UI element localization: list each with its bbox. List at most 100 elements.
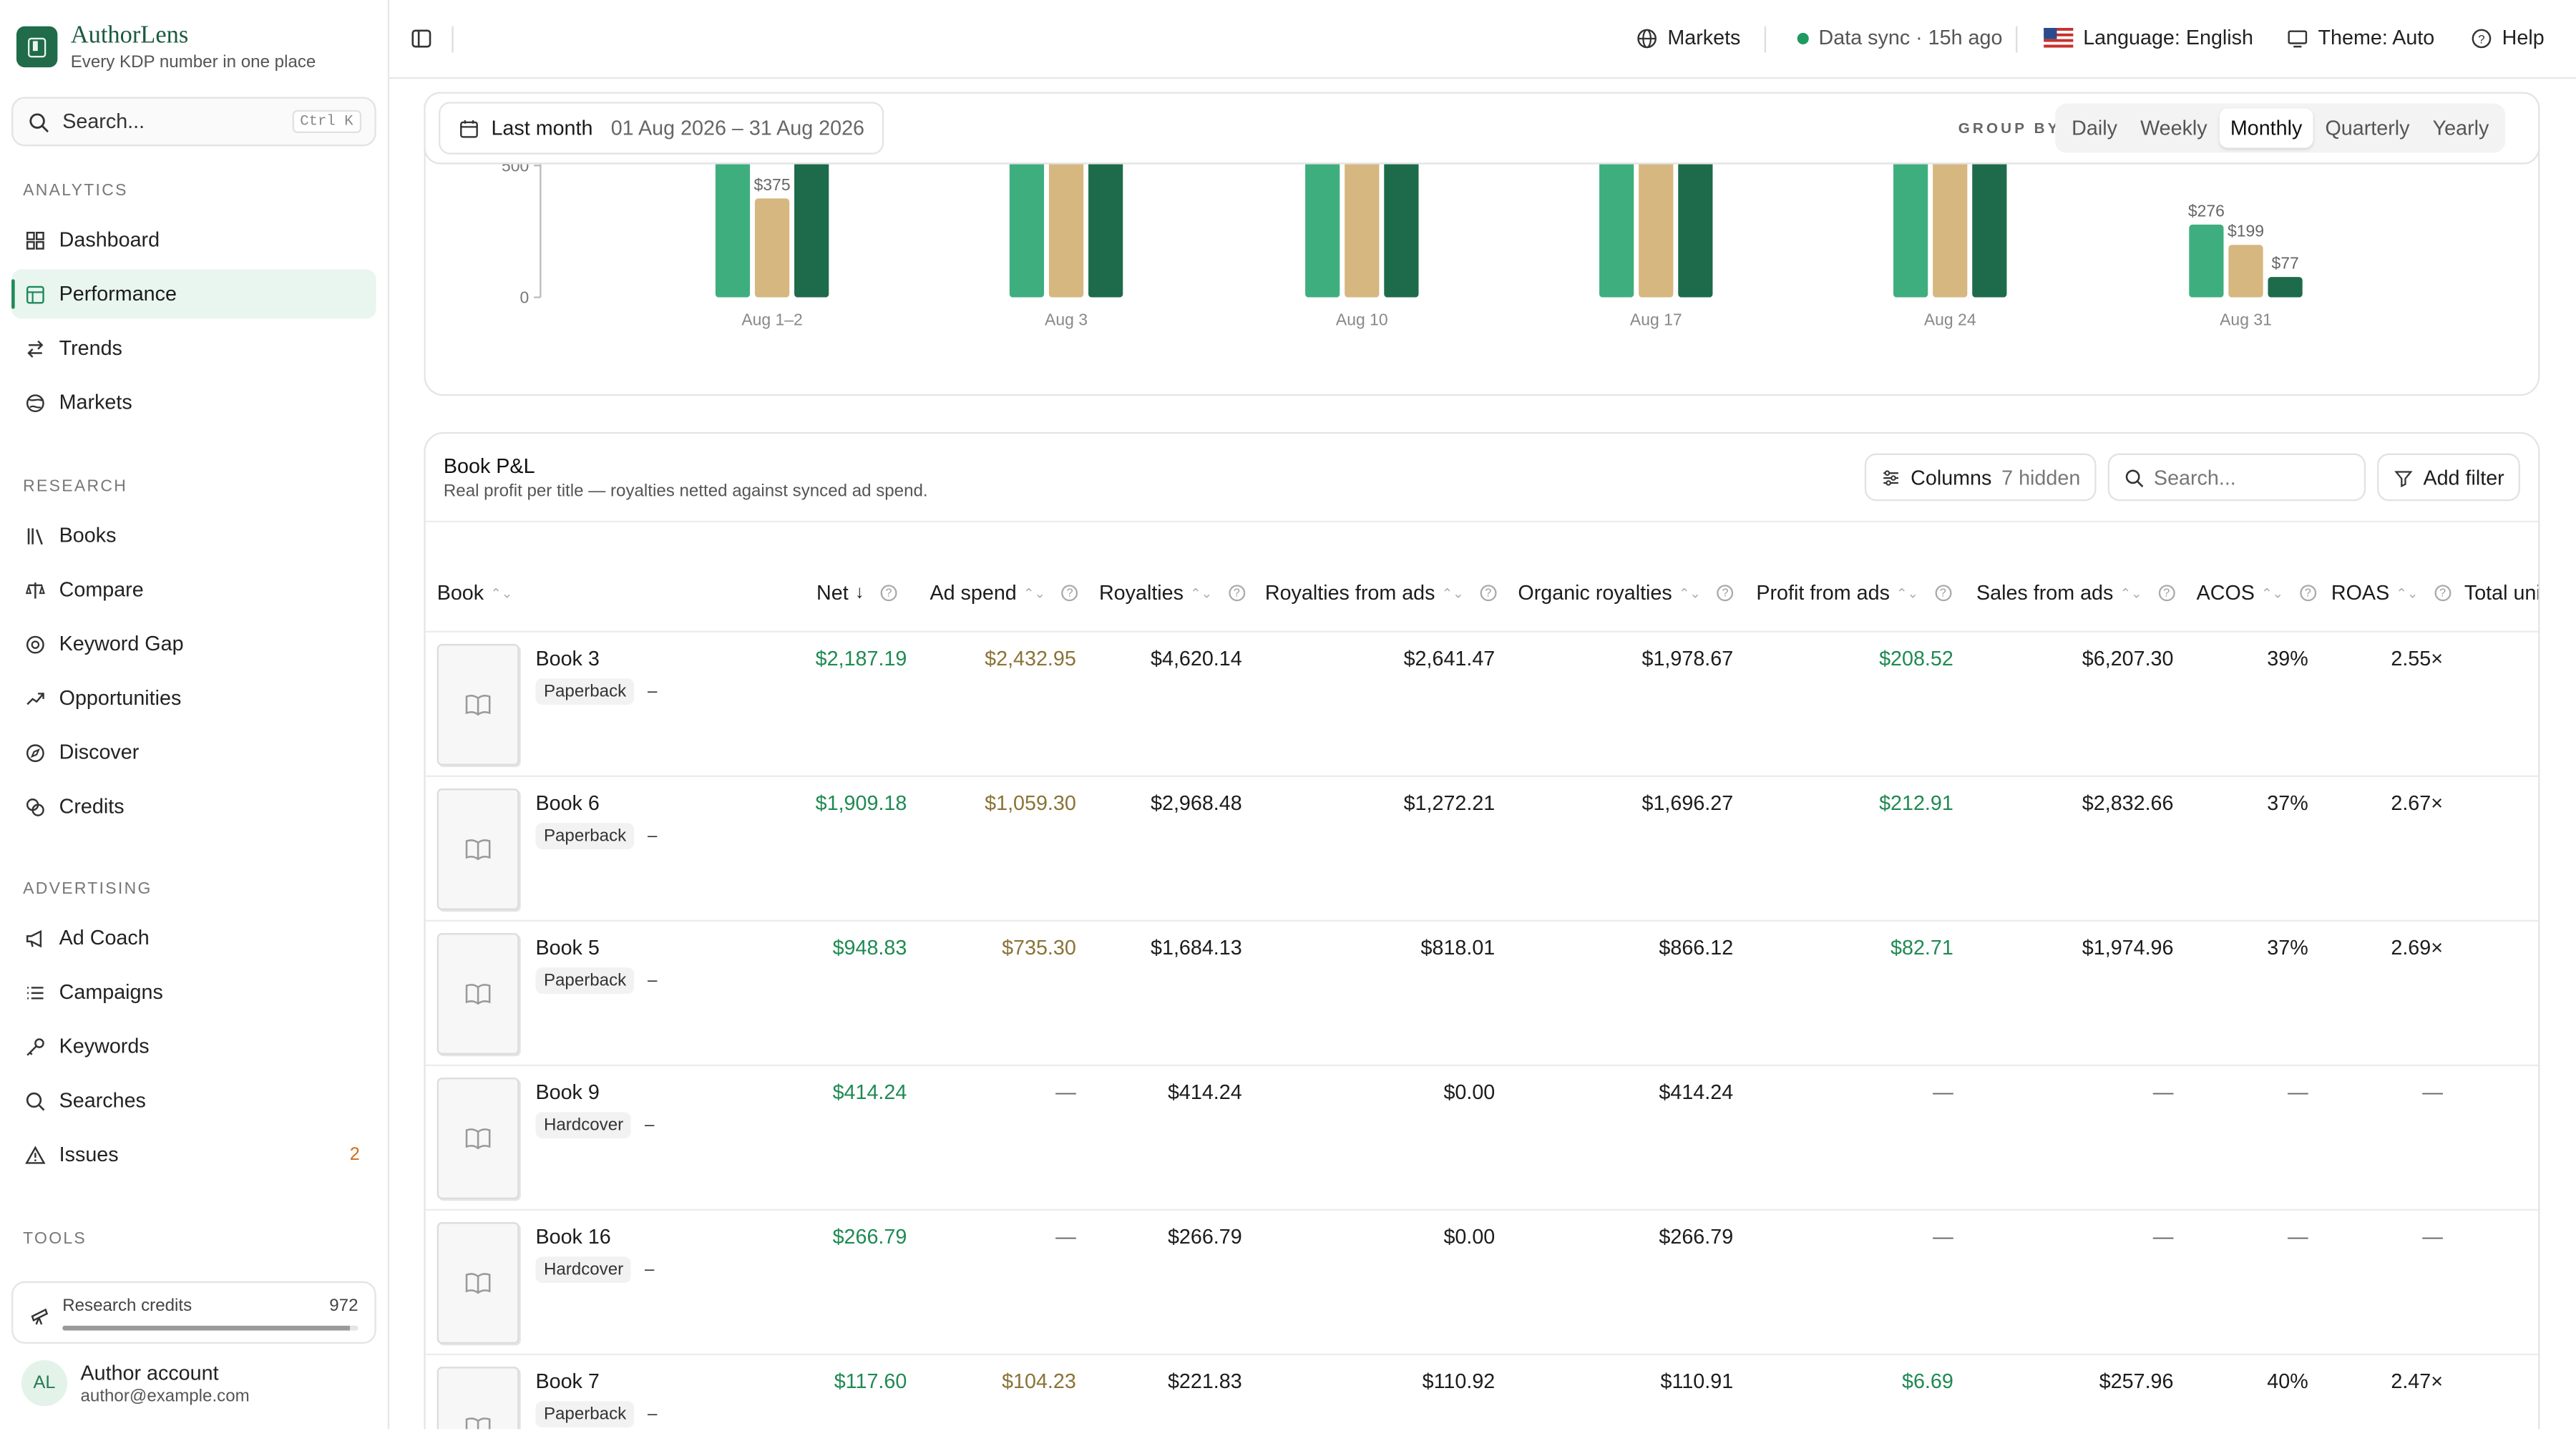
sidebar-item-compare[interactable]: Compare (11, 565, 376, 615)
sidebar-item-books[interactable]: Books (11, 511, 376, 560)
format-badge: Hardcover (535, 1112, 632, 1139)
group-by-quarterly[interactable]: Quarterly (2325, 117, 2410, 140)
table-row[interactable]: Book 3 Paperback – $2,187.19 $2,432.95 $4,620… (425, 633, 2539, 777)
section-research: RESEARCH (23, 478, 128, 497)
theme-label: Theme: Auto (2318, 26, 2435, 49)
column-header-acos[interactable]: ACOS ⌃⌄? (2197, 582, 2316, 605)
cell-rfa: $0.00 (1443, 1225, 1496, 1249)
sidebar-search[interactable]: Search... Ctrl K (11, 97, 376, 147)
sidebar-item-ad-coach[interactable]: Ad Coach (11, 914, 376, 963)
help-button[interactable]: ? Help (2471, 26, 2545, 49)
column-header-label: Royalties (1098, 581, 1184, 605)
x-tick-label: Aug 1–2 (741, 311, 802, 329)
help-label: Help (2502, 26, 2545, 49)
column-header-royalties[interactable]: Royalties ⌃⌄? (1099, 582, 1245, 605)
sidebar-item-credits[interactable]: Credits (11, 782, 376, 831)
book-title[interactable]: Book 6 (535, 791, 600, 815)
sidebar-item-trends[interactable]: Trends (11, 323, 376, 373)
language-label: Language: English (2083, 26, 2253, 49)
add-filter-button[interactable]: Add filter (2377, 453, 2521, 502)
sidebar-item-markets[interactable]: Markets (11, 378, 376, 427)
book-title[interactable]: Book 7 (535, 1369, 600, 1393)
column-header-profit-from-ads[interactable]: Profit from ads ⌃⌄? (1756, 582, 1951, 605)
column-header-total-uni[interactable]: Total uni (2464, 581, 2540, 605)
info-icon: ? (2434, 585, 2451, 602)
table-row[interactable]: Book 6 Paperback – $1,909.18 $1,059.30 $2,968… (425, 777, 2539, 922)
book-title[interactable]: Book 3 (535, 647, 600, 670)
group-by-monthly[interactable]: Monthly (2218, 108, 2314, 148)
format-extra: – (648, 681, 658, 702)
group-by-weekly[interactable]: Weekly (2140, 117, 2207, 140)
column-header-sales-from-ads[interactable]: Sales from ads ⌃⌄? (1976, 582, 2175, 605)
sidebar-item-keywords[interactable]: Keywords (11, 1022, 376, 1071)
group-by-daily[interactable]: Daily (2072, 117, 2117, 140)
book-pl-card: Book P&L Real profit per title — royalti… (424, 431, 2540, 1430)
table-row[interactable]: Book 7 Paperback – $117.60 $104.23 $221.83 $11… (426, 1355, 2539, 1430)
table-search-input[interactable]: Search... (2107, 453, 2366, 502)
book-title[interactable]: Book 16 (535, 1225, 611, 1249)
sidebar-item-label: Keyword Gap (59, 632, 184, 656)
columns-button[interactable]: Columns 7 hidden (1864, 453, 2097, 502)
column-header-organic-royalties[interactable]: Organic royalties ⌃⌄? (1518, 581, 1734, 605)
column-header-net[interactable]: Net ↓? (816, 582, 897, 605)
column-header-ad-spend[interactable]: Ad spend ⌃⌄? (930, 582, 1078, 605)
cell-roas: 2.69× (2391, 936, 2444, 959)
table-row[interactable]: Book 5 Paperback – $948.83 $735.30 $1,684.13 $… (425, 922, 2539, 1067)
book-title[interactable]: Book 9 (535, 1080, 600, 1104)
group-by-yearly[interactable]: Yearly (2432, 117, 2489, 140)
sidebar-item-discover[interactable]: Discover (11, 728, 376, 777)
bar-5-0 (2189, 224, 2224, 298)
sidebar-toggle-icon[interactable] (411, 28, 432, 49)
group-by-label: GROUP BY (1958, 119, 2061, 137)
sidebar-item-performance[interactable]: Performance (11, 269, 376, 319)
cell-sfa: $6,207.30 (2082, 647, 2174, 670)
cell-acos: 37% (2267, 791, 2308, 815)
topbar: Markets Data sync · 15h ago Language: En… (389, 0, 2576, 79)
account-menu[interactable]: AL Author account author@example.com (21, 1360, 250, 1407)
megaphone-icon (24, 927, 46, 949)
info-icon: ? (1228, 585, 1245, 602)
column-header-label: Organic royalties (1518, 581, 1672, 605)
data-sync-status[interactable]: Data sync · 15h ago (1797, 26, 2003, 49)
column-header-label: Total uni (2464, 581, 2540, 605)
sync-label: Data sync · 15h ago (1818, 26, 2003, 49)
cell-sfa: — (2152, 1225, 2174, 1249)
date-range-picker[interactable]: Last month 01 Aug 2026 – 31 Aug 2026 (439, 102, 884, 155)
cell-net: $266.79 (832, 1225, 907, 1249)
book-cover-placeholder (436, 1222, 519, 1344)
sidebar-item-searches[interactable]: Searches (11, 1076, 376, 1125)
cell-pfa: $208.52 (1879, 647, 1953, 670)
sidebar-item-issues[interactable]: Issues 2 (11, 1130, 376, 1180)
book-title[interactable]: Book 5 (535, 936, 600, 959)
research-credits[interactable]: Research credits 972 (11, 1281, 376, 1344)
table-row[interactable]: Book 9 Hardcover – $414.24 — $414.24 $0.00 $414… (425, 1066, 2539, 1211)
cell-roy: $4,620.14 (1151, 647, 1242, 670)
sidebar-item-campaigns[interactable]: Campaigns (11, 967, 376, 1017)
format-badge: Hardcover (535, 1256, 632, 1284)
column-header-book[interactable]: Book ⌃⌄ (437, 582, 512, 605)
sidebar-item-dashboard[interactable]: Dashboard (11, 215, 376, 265)
issues-count-badge: 2 (349, 1145, 360, 1165)
cell-rfa: $818.01 (1420, 936, 1496, 959)
book-format: Hardcover – (535, 1256, 654, 1284)
brand[interactable]: AuthorLens Every KDP number in one place (16, 23, 316, 72)
cell-roy: $1,684.13 (1151, 936, 1242, 959)
table-icon (24, 283, 46, 305)
x-tick-label: Aug 17 (1630, 311, 1682, 329)
theme-selector[interactable]: Theme: Auto (2287, 26, 2434, 49)
markets-button[interactable]: Markets (1636, 26, 1740, 49)
format-extra: – (648, 970, 658, 991)
book-cover-placeholder (436, 1078, 519, 1200)
format-badge: Paperback (535, 823, 635, 849)
book-cover-placeholder (436, 643, 519, 766)
language-selector[interactable]: Language: English (2044, 26, 2253, 49)
column-header-roas[interactable]: ROAS ⌃⌄? (2331, 582, 2451, 605)
sidebar-item-keyword-gap[interactable]: Keyword Gap (11, 620, 376, 669)
cell-net: $948.83 (832, 936, 907, 959)
column-header-royalties-from-ads[interactable]: Royalties from ads ⌃⌄? (1265, 582, 1497, 605)
cell-ad: $1,059.30 (985, 791, 1076, 815)
cell-acos: — (2288, 1080, 2308, 1104)
credits-label: Research credits (62, 1296, 192, 1317)
table-row[interactable]: Book 16 Hardcover – $266.79 — $266.79 $0.00 $26… (425, 1211, 2539, 1356)
sidebar-item-opportunities[interactable]: Opportunities (11, 673, 376, 723)
